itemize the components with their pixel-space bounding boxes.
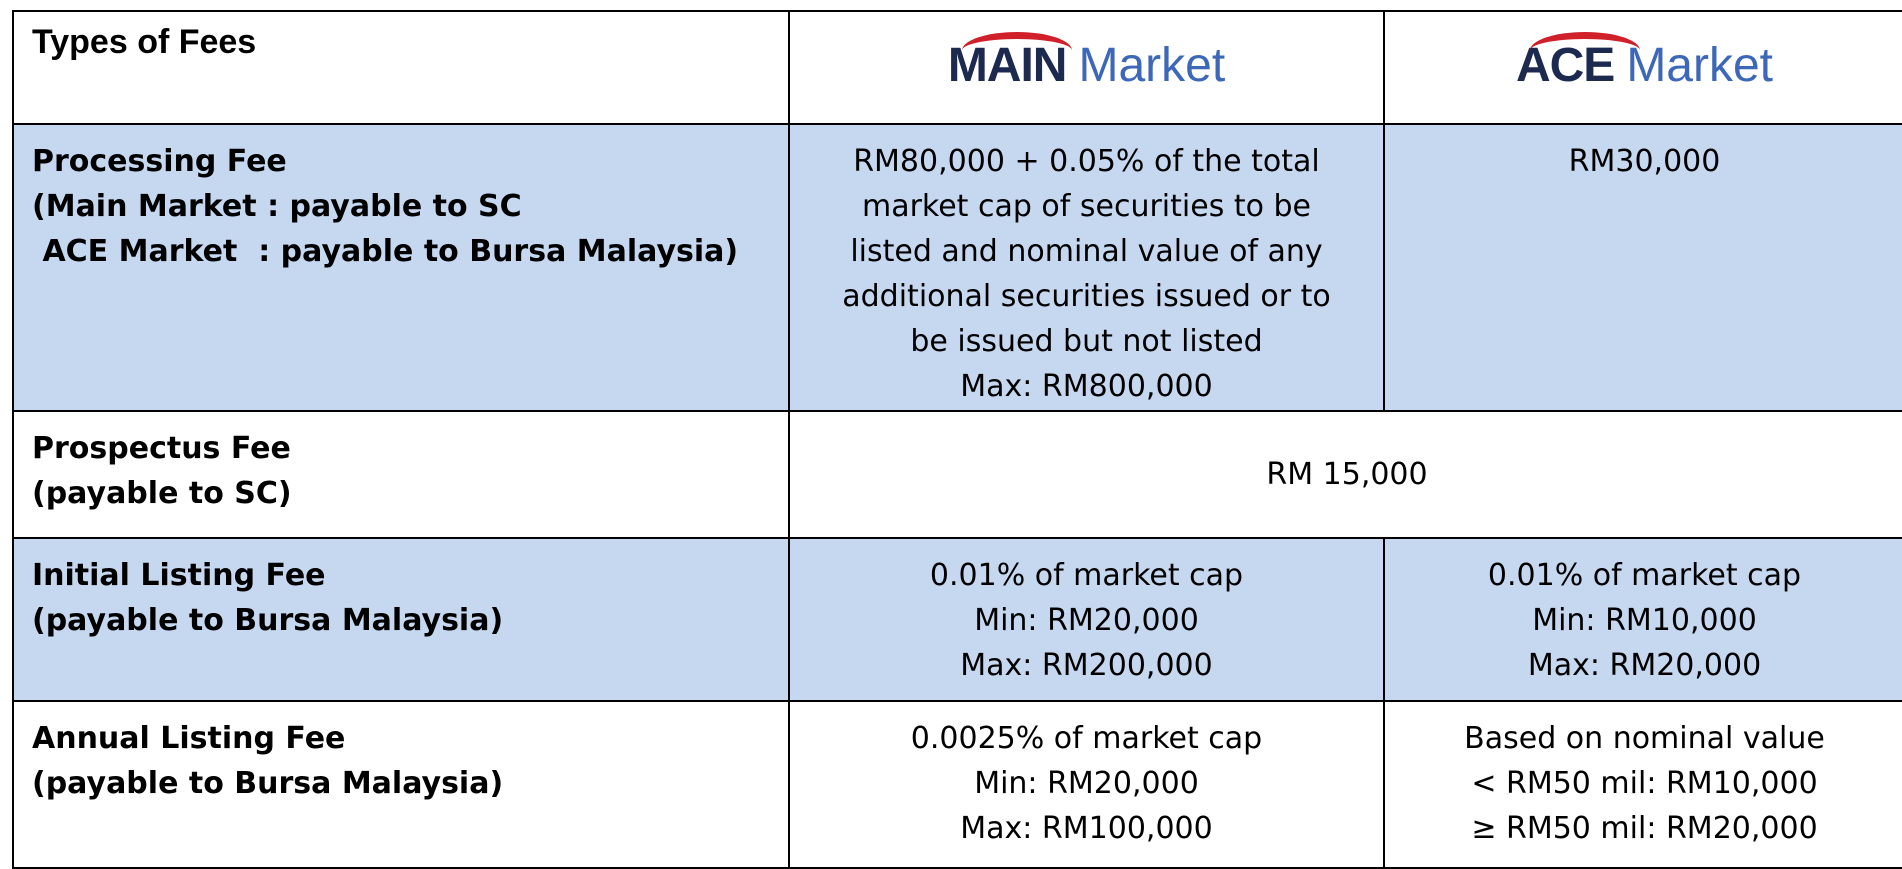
cell-line: Prospectus Fee [32,431,291,466]
main-logo-cell: MAIN Market [788,10,1385,125]
ace-fee: Based on nominal value < RM50 mil: RM10,0… [1383,700,1902,869]
cell-line: 0.01% of market cap [1487,558,1802,593]
header-title: Types of Fees [12,10,790,125]
cell-line: Max: RM200,000 [960,648,1213,683]
cell-line: Annual Listing Fee [32,721,346,756]
cell-line: (payable to SC) [32,476,292,511]
fee-type: Annual Listing Fee (payable to Bursa Mala… [12,700,790,869]
cell-line: market cap of securities to be [861,189,1312,224]
cell-line: Min: RM10,000 [1532,603,1757,638]
fee-type: Initial Listing Fee (payable to Bursa Mal… [12,537,790,702]
ace-logo-cell: ACE Market [1383,10,1902,125]
logo-word: Market [1626,39,1774,92]
fee-row: Processing Fee (Main Market : payable to … [12,123,1902,412]
fee-type: Processing Fee (Main Market : payable to … [12,123,790,412]
logo-word: Market [1078,39,1226,92]
cell-line: Based on nominal value [1464,721,1825,756]
main-fee: 0.01% of market cap Min: RM20,000 Max: RM2… [788,537,1385,702]
cell-line: RM 15,000 [1266,457,1428,492]
header-row: Types of Fees MAIN Market ACE Market [12,10,1902,125]
main-fee: RM80,000 + 0.05% of the total market cap … [788,123,1385,412]
shared-fee: RM 15,000 [788,410,1902,539]
cell-line: (payable to Bursa Malaysia) [32,766,504,801]
cell-line: Max: RM100,000 [960,811,1213,846]
cell-line: Max: RM20,000 [1527,648,1762,683]
cell-line: 0.01% of market cap [929,558,1244,593]
cell-line: Min: RM20,000 [974,766,1199,801]
ace-fee: RM30,000 [1383,123,1902,412]
cell-line: Max: RM800,000 [960,369,1213,404]
fee-row: Annual Listing Fee (payable to Bursa Mala… [12,700,1902,869]
cell-line: Initial Listing Fee [32,558,326,593]
cell-line: < RM50 mil: RM10,000 [1471,766,1818,801]
cell-line: be issued but not listed [910,324,1263,359]
fee-row: Initial Listing Fee (payable to Bursa Mal… [12,537,1902,702]
cell-line: 0.0025% of market cap [910,721,1263,756]
cell-line: ACE Market : payable to Bursa Malaysia) [32,234,739,269]
ace-logo: ACE Market [1516,32,1774,94]
cell-line: ≥ RM50 mil: RM20,000 [1471,811,1818,846]
cell-line: Processing Fee [32,144,287,179]
cell-line: (payable to Bursa Malaysia) [32,603,504,638]
cell-line: RM30,000 [1568,144,1721,179]
cell-line: Min: RM20,000 [974,603,1199,638]
fee-row: Prospectus Fee (payable to SC) RM 15,000 [12,410,1902,539]
ace-fee: 0.01% of market cap Min: RM10,000 Max: RM2… [1383,537,1902,702]
fee-type: Prospectus Fee (payable to SC) [12,410,790,539]
main-logo: MAIN Market [948,32,1226,94]
cell-line: (Main Market : payable to SC [32,189,522,224]
cell-line: listed and nominal value of any [850,234,1323,269]
main-fee: 0.0025% of market cap Min: RM20,000 Max: R… [788,700,1385,869]
cell-line: RM80,000 + 0.05% of the total [853,144,1320,179]
fee-table: Types of Fees MAIN Market ACE Market Proce… [12,10,1902,869]
cell-line: additional securities issued or to [842,279,1331,314]
